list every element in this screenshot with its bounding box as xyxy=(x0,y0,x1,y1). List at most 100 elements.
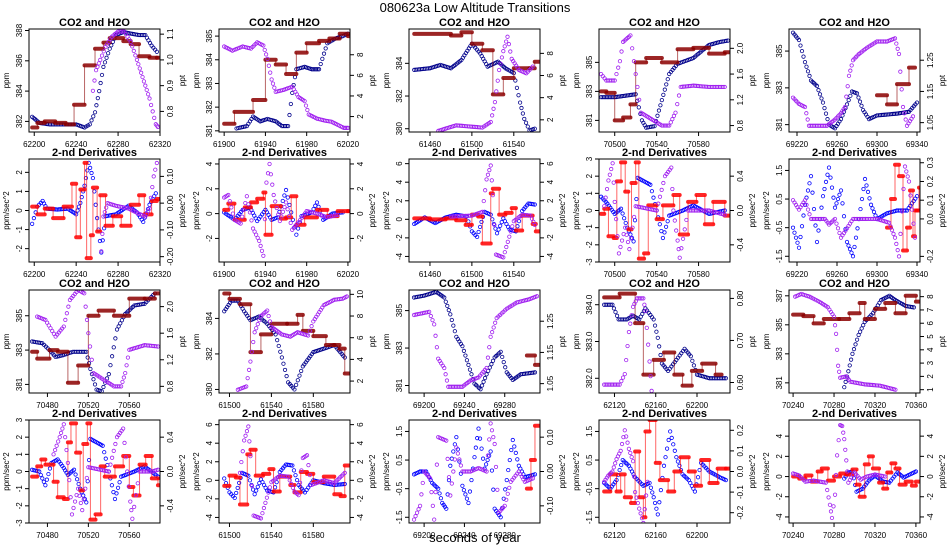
x-tick-label: 61980 xyxy=(296,140,319,149)
data-point xyxy=(101,214,106,219)
data-point xyxy=(690,358,695,363)
y2-tick-label: 2.0 xyxy=(736,42,745,54)
data-point xyxy=(264,180,269,185)
data-point xyxy=(634,196,639,202)
data-point xyxy=(267,319,273,324)
data-point xyxy=(307,472,312,478)
data-point xyxy=(494,231,500,236)
data-point xyxy=(631,239,636,244)
y2-tick-label: -0.2 xyxy=(926,249,935,263)
data-point xyxy=(622,216,627,221)
data-point xyxy=(102,60,108,65)
data-point xyxy=(688,354,693,359)
y-axis-label: ppm xyxy=(382,72,391,88)
data-point xyxy=(478,387,483,392)
data-point xyxy=(896,254,902,259)
data-point xyxy=(239,459,244,465)
y-tick-label: 383 xyxy=(205,76,214,90)
y-tick-label: -1 xyxy=(585,224,594,232)
y-tick-label: -0.5 xyxy=(775,220,784,234)
data-point xyxy=(104,55,109,60)
data-point xyxy=(662,230,667,235)
data-point xyxy=(488,421,493,426)
series-group xyxy=(29,421,160,522)
x-tick-label: 70520 xyxy=(77,401,100,410)
data-point xyxy=(123,370,128,376)
data-point xyxy=(473,445,478,450)
plot-frame xyxy=(788,158,921,263)
data-point xyxy=(416,507,421,512)
data-point xyxy=(432,517,437,522)
plot-frame xyxy=(788,419,921,524)
data-point xyxy=(87,122,92,127)
y-tick-label: -4 xyxy=(775,513,784,521)
data-point xyxy=(898,231,903,237)
data-point xyxy=(628,236,634,241)
data-point xyxy=(807,181,812,186)
data-point xyxy=(63,317,68,323)
y-tick-label: 381 xyxy=(775,117,784,131)
data-point xyxy=(613,309,618,315)
data-point xyxy=(510,224,515,229)
y-tick-label: 384 xyxy=(205,311,214,325)
x-tick-label: 62200 xyxy=(23,270,46,279)
data-point xyxy=(445,456,450,462)
y2-axis-label: ppt xyxy=(178,74,187,86)
data-point xyxy=(484,365,489,371)
y-axis-label: ppm/sec^2 xyxy=(382,452,391,491)
data-point xyxy=(532,126,537,131)
data-point xyxy=(433,333,438,338)
series-group xyxy=(412,30,540,132)
data-point xyxy=(603,195,608,200)
data-point xyxy=(88,366,93,372)
data-point xyxy=(668,120,673,125)
data-point xyxy=(489,362,494,367)
data-point xyxy=(622,371,627,377)
data-point xyxy=(285,207,290,212)
y2-tick-label: 6 xyxy=(926,320,935,325)
data-point xyxy=(273,332,278,337)
data-point xyxy=(850,351,855,356)
data-point xyxy=(485,457,490,463)
y-tick-label: 381 xyxy=(205,124,214,138)
y-tick-label: 3 xyxy=(585,156,594,161)
data-point xyxy=(94,103,99,108)
data-point xyxy=(65,460,70,466)
data-point xyxy=(282,193,287,198)
data-point xyxy=(491,435,496,440)
data-point xyxy=(254,488,259,493)
data-point xyxy=(664,82,669,87)
y-tick-label: 2 xyxy=(775,454,784,459)
data-point xyxy=(288,463,293,468)
y-tick-label: 4 xyxy=(205,161,214,166)
data-point xyxy=(264,52,269,57)
data-point xyxy=(428,476,433,481)
data-point xyxy=(913,469,919,474)
y-tick-label: 385 xyxy=(585,55,594,69)
y2-tick-label: 0.0 xyxy=(166,465,175,477)
data-point xyxy=(611,306,617,311)
data-point xyxy=(634,495,639,500)
data-point xyxy=(254,326,259,331)
data-point xyxy=(659,123,664,128)
data-point xyxy=(639,516,645,521)
data-point xyxy=(255,322,260,327)
data-point xyxy=(451,323,456,328)
data-point xyxy=(417,503,423,508)
y-tick-label: -2 xyxy=(395,234,404,242)
data-point xyxy=(247,439,252,444)
y-tick-label: -2 xyxy=(205,495,214,503)
x-tick-label: 62160 xyxy=(645,531,668,540)
data-point xyxy=(676,247,681,252)
data-point xyxy=(504,39,509,44)
data-point xyxy=(623,220,628,226)
data-point xyxy=(454,435,459,440)
data-point xyxy=(61,324,66,329)
data-point xyxy=(847,363,852,368)
data-point xyxy=(618,206,624,211)
data-point xyxy=(804,111,809,116)
data-point xyxy=(656,108,662,113)
y-tick-label: -3 xyxy=(15,519,24,527)
data-point xyxy=(668,429,673,434)
data-point xyxy=(532,222,537,227)
